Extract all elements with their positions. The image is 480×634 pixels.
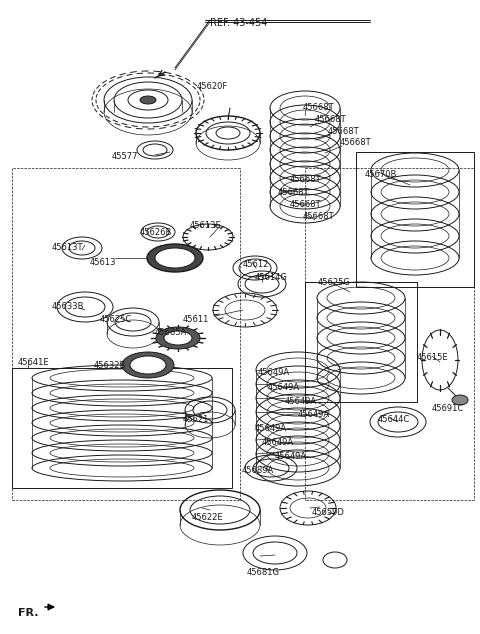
Text: 45668T: 45668T <box>340 138 372 147</box>
Text: 45681G: 45681G <box>247 568 280 577</box>
Text: 45622E: 45622E <box>192 513 224 522</box>
Text: 45611: 45611 <box>183 315 209 324</box>
Text: 45668T: 45668T <box>303 212 335 221</box>
Text: 45649A: 45649A <box>268 383 300 392</box>
Text: 45613T: 45613T <box>52 243 84 252</box>
Ellipse shape <box>140 96 156 104</box>
Text: 45649A: 45649A <box>275 452 307 461</box>
Text: 45668T: 45668T <box>290 175 322 184</box>
Text: 45621: 45621 <box>183 415 209 424</box>
Text: 45691C: 45691C <box>432 404 464 413</box>
Text: 45649A: 45649A <box>258 368 290 377</box>
Ellipse shape <box>130 356 166 374</box>
Text: 45668T: 45668T <box>290 200 322 209</box>
Text: 45613: 45613 <box>90 258 117 267</box>
Text: 45633B: 45633B <box>52 302 84 311</box>
Text: 45641E: 45641E <box>18 358 49 367</box>
Bar <box>305 282 417 402</box>
Ellipse shape <box>122 352 174 378</box>
Bar <box>356 152 474 287</box>
Text: 45649A: 45649A <box>262 438 294 447</box>
Text: FR.: FR. <box>18 608 38 618</box>
Text: 45685A: 45685A <box>155 328 187 337</box>
Text: 45668T: 45668T <box>278 188 310 197</box>
Text: 45620F: 45620F <box>197 82 228 91</box>
Text: 45644C: 45644C <box>378 415 410 424</box>
Text: REF. 43-454: REF. 43-454 <box>210 18 267 28</box>
Text: 45649A: 45649A <box>255 424 287 433</box>
Text: 45613E: 45613E <box>190 221 222 230</box>
Text: 45649A: 45649A <box>298 410 330 419</box>
Text: 45668T: 45668T <box>328 127 360 136</box>
Ellipse shape <box>147 244 203 272</box>
Text: 45670B: 45670B <box>365 170 397 179</box>
Text: 45577: 45577 <box>112 152 139 161</box>
Ellipse shape <box>155 248 195 268</box>
Text: 45626B: 45626B <box>140 228 172 237</box>
Text: 45659D: 45659D <box>312 508 345 517</box>
Text: 45612: 45612 <box>243 260 269 269</box>
Text: 45649A: 45649A <box>285 397 317 406</box>
Text: 45668T: 45668T <box>315 115 347 124</box>
Ellipse shape <box>164 331 192 345</box>
Text: 45625G: 45625G <box>318 278 351 287</box>
Bar <box>12 368 232 488</box>
Ellipse shape <box>452 395 468 405</box>
Text: 45625C: 45625C <box>100 315 132 324</box>
Ellipse shape <box>156 327 200 349</box>
Text: 45668T: 45668T <box>303 103 335 112</box>
Text: 45632B: 45632B <box>94 361 126 370</box>
Text: 45689A: 45689A <box>242 466 274 475</box>
Text: 45614G: 45614G <box>255 273 288 282</box>
Text: 45615E: 45615E <box>417 353 449 362</box>
